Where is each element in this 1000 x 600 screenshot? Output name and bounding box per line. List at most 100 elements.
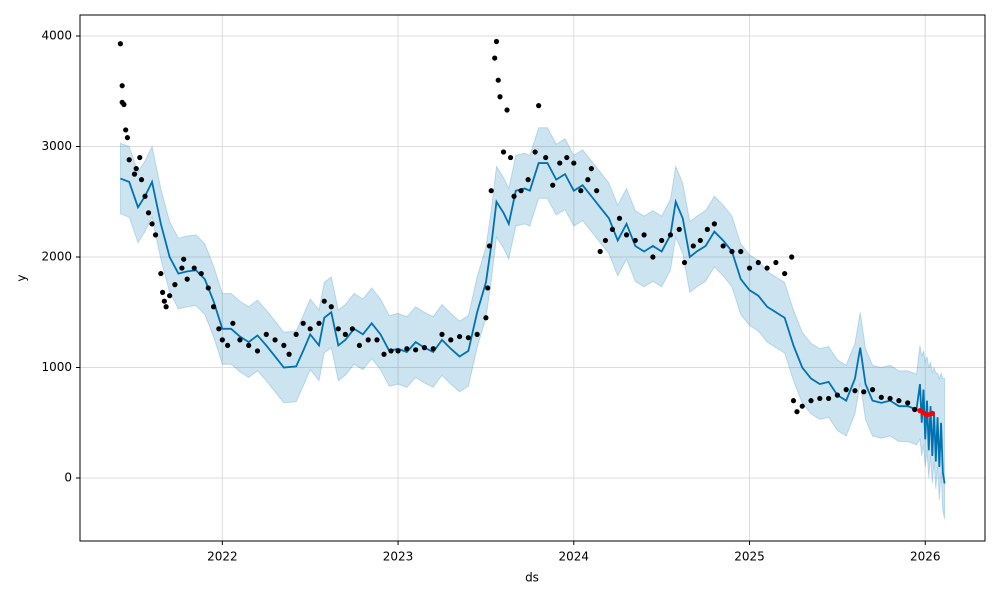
observed-point [126, 157, 132, 163]
observed-point [145, 210, 152, 216]
y-tick-label: 4000 [41, 28, 72, 42]
observed-point [316, 320, 322, 326]
observed-point [887, 395, 893, 402]
observed-point [507, 154, 514, 161]
observed-point [808, 398, 814, 404]
observed-point [404, 346, 410, 352]
observed-point [272, 337, 278, 343]
x-tick-label: 2026 [910, 550, 941, 564]
y-tick-label: 2000 [41, 250, 72, 264]
observed-point [246, 342, 252, 349]
observed-point [181, 256, 187, 262]
observed-point [543, 154, 549, 161]
observed-point [597, 248, 603, 255]
observed-point [609, 226, 616, 232]
observed-point [179, 265, 185, 271]
x-tick-label: 2024 [559, 550, 590, 564]
observed-point [525, 177, 531, 183]
observed-point [430, 346, 436, 352]
observed-point [293, 331, 299, 337]
observed-point [225, 342, 231, 349]
observed-point [550, 182, 556, 188]
observed-point [161, 298, 167, 304]
observed-point [711, 221, 717, 227]
observed-point [421, 345, 428, 351]
observed-point [497, 94, 503, 100]
observed-point [152, 232, 159, 238]
observed-point [571, 160, 577, 166]
observed-point [641, 232, 647, 238]
observed-point [676, 226, 682, 232]
observed-point [149, 221, 155, 227]
observed-point [511, 193, 517, 199]
observed-point [746, 265, 753, 271]
observed-point [536, 103, 542, 109]
observed-point [588, 166, 594, 172]
observed-point [142, 193, 148, 199]
observed-point [159, 289, 166, 295]
observed-point [117, 41, 124, 47]
observed-point [216, 326, 222, 332]
observed-point [632, 237, 638, 244]
observed-point [764, 265, 770, 271]
observed-point [237, 337, 243, 343]
observed-point [210, 304, 217, 310]
observed-point [650, 254, 656, 260]
observed-point [119, 83, 125, 89]
observed-point [321, 298, 327, 304]
observed-point [616, 215, 623, 221]
observed-point [488, 188, 494, 194]
observed-point [163, 304, 169, 310]
observed-point [852, 388, 858, 394]
observed-point [133, 166, 139, 172]
observed-point [905, 400, 911, 406]
observed-point [365, 337, 371, 343]
x-tick-label: 2022 [207, 550, 238, 564]
y-tick-label: 3000 [41, 139, 72, 153]
observed-point [790, 398, 797, 404]
observed-point [191, 265, 197, 271]
observed-point [328, 304, 334, 310]
observed-point [500, 149, 507, 155]
plot-area [80, 15, 985, 541]
observed-point [121, 101, 127, 108]
observed-point [307, 326, 313, 332]
observed-point [335, 326, 341, 332]
recent-point [929, 410, 935, 416]
y-tick-label: 0 [64, 471, 72, 485]
observed-point [720, 243, 726, 249]
observed-point [602, 237, 609, 244]
observed-point [564, 154, 570, 161]
observed-point [230, 320, 236, 326]
observed-point [817, 395, 823, 402]
observed-point [198, 270, 204, 277]
observed-point [697, 237, 703, 244]
observed-point [704, 226, 710, 232]
observed-point [395, 348, 401, 354]
observed-point [254, 348, 261, 354]
observed-point [878, 394, 884, 400]
observed-point [300, 320, 306, 326]
observed-point [729, 248, 735, 255]
observed-point [782, 270, 788, 277]
observed-point [623, 232, 630, 238]
observed-point [465, 335, 471, 341]
observed-point [158, 270, 164, 277]
observed-point [681, 259, 688, 266]
observed-point [594, 188, 600, 194]
observed-point [773, 259, 779, 266]
observed-point [374, 337, 380, 343]
observed-point [861, 389, 867, 395]
x-tick-label: 2023 [383, 550, 414, 564]
observed-point [172, 282, 178, 288]
observed-point [789, 254, 795, 260]
observed-point [755, 259, 761, 266]
observed-point [486, 243, 493, 249]
observed-point [388, 348, 394, 354]
observed-point [137, 154, 143, 161]
observed-point [123, 127, 129, 133]
observed-point [799, 403, 805, 409]
observed-point [690, 243, 696, 249]
observed-point [286, 351, 292, 357]
